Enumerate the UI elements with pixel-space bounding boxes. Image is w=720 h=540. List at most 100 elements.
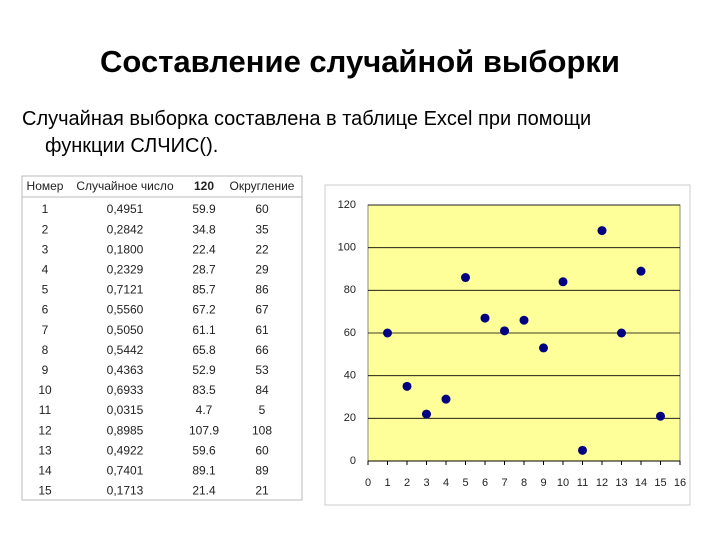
body-text: Случайная выборка составлена в таблице E… [22,108,591,130]
x-tick-label: 6 [482,477,488,489]
table-cell: 12 [38,423,52,437]
table-cell: 21 [255,484,269,498]
table-cell: 66 [255,343,269,357]
point [636,266,646,276]
table-cell: 108 [252,423,272,437]
x-tick-label: 1 [384,477,390,489]
table-cell: 0,8985 [107,423,144,437]
y-tick-label: 60 [344,327,356,339]
table-cell: 2 [42,222,49,236]
x-tick-label: 15 [654,477,666,489]
table-cell: 89.1 [192,463,216,477]
table-cell: 59.6 [192,443,216,457]
table-header: Округление [230,179,295,193]
table-cell: 67.2 [192,303,216,317]
table-cell: 0,5560 [107,303,144,317]
table-cell: 0,2329 [107,262,144,276]
point [422,409,431,419]
table-cell: 28.7 [192,262,216,276]
x-tick-label: 12 [596,477,608,489]
table-cell: 0,7401 [107,463,144,477]
table-frame [21,175,303,501]
y-tick-label: 100 [338,242,356,254]
y-tick-label: 120 [338,199,356,211]
table-cell: 5 [42,283,49,297]
x-tick-label: 13 [615,477,627,489]
x-tick-label: 2 [404,477,410,489]
x-tick-label: 7 [501,477,507,489]
table-cell: 0,5442 [107,343,144,357]
table-cell: 61.1 [192,323,216,337]
table-cell: 13 [38,443,52,457]
table-cell: 0,0315 [107,403,144,417]
table-cell: 21.4 [192,484,216,498]
table-cell: 0,2842 [107,222,144,236]
x-tick-label: 0 [365,477,371,489]
y-tick-label: 0 [350,455,356,467]
table-cell: 0,4922 [107,443,144,457]
point [519,315,529,325]
table-cell: 84 [255,383,269,397]
point [500,326,509,336]
x-tick-label: 14 [635,477,647,489]
table-cell: 0,1800 [107,242,144,256]
table-cell: 14 [38,463,52,477]
table-cell: 4 [42,262,49,276]
table-cell: 65.8 [192,343,216,357]
table-cell: 4.7 [196,403,213,417]
point [578,445,587,455]
y-tick-label: 80 [344,284,356,296]
y-tick-label: 40 [344,370,356,382]
point [539,343,548,353]
table-cell: 3 [42,242,49,256]
body-text: функции СЛЧИС(). [45,135,218,157]
table-cell: 107.9 [189,423,219,437]
table-cell: 34.8 [192,222,216,236]
table-cell: 86 [255,283,269,297]
table-header: Случайное число [76,179,174,193]
table-cell: 85.7 [192,283,216,297]
table-header: Номер [27,179,64,193]
x-tick-label: 8 [521,477,527,489]
table-cell: 35 [255,222,269,236]
table-cell: 22 [255,242,269,256]
x-tick-label: 16 [674,477,686,489]
x-tick-label: 10 [557,477,569,489]
point [441,394,451,404]
table-cell: 60 [255,202,269,216]
table-cell: 60 [255,443,269,457]
table-header: 120 [194,179,214,193]
table-cell: 5 [259,403,266,417]
table-cell: 1 [42,202,49,216]
slide-title: Составление случайной выборки [100,44,620,79]
table-cell: 10 [38,383,52,397]
x-tick-label: 5 [462,477,468,489]
table-cell: 53 [255,363,269,377]
table-cell: 0,5050 [107,323,144,337]
table-cell: 67 [255,303,269,317]
y-tick-label: 20 [344,412,356,424]
table-cell: 9 [42,363,49,377]
point [656,411,665,421]
point [597,226,607,236]
point [558,277,568,287]
point [402,381,412,391]
table-cell: 11 [39,403,52,417]
table-cell: 83.5 [192,383,216,397]
table-cell: 52.9 [192,363,216,377]
table-cell: 59.9 [192,202,216,216]
table-cell: 15 [38,484,52,498]
table-cell: 0,4363 [107,363,144,377]
table-cell: 7 [42,323,49,337]
table-cell: 22.4 [192,242,216,256]
x-tick-label: 11 [577,477,588,489]
table-cell: 6 [42,303,49,317]
table-cell: 8 [42,343,49,357]
point [480,313,490,323]
point [617,328,626,338]
table-cell: 0,1713 [107,484,144,498]
table-cell: 61 [255,323,269,337]
point [461,273,470,283]
table-cell: 0,7121 [107,283,144,297]
